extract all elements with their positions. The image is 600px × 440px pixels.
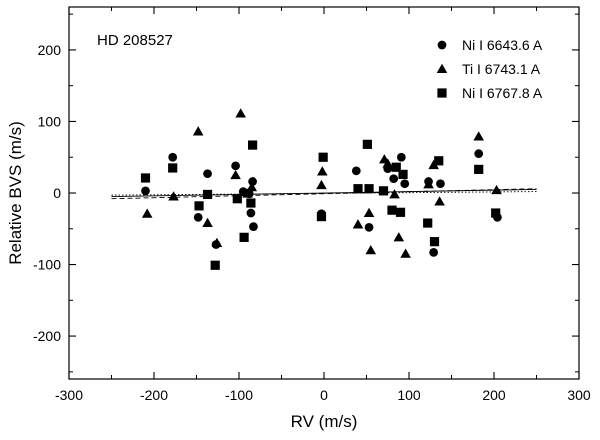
fit-line-dotted (111, 191, 537, 196)
square-point (429, 237, 440, 247)
circle-point (231, 161, 240, 171)
x-tick-label: 0 (320, 387, 328, 403)
x-tick-label: -100 (225, 387, 253, 403)
x-axis-title: RV (m/s) (291, 412, 358, 431)
square-point (140, 173, 151, 183)
legend-triangle-marker (436, 63, 448, 73)
x-tick-label: 300 (567, 387, 591, 403)
circle-point (168, 152, 178, 162)
square-point (491, 208, 501, 218)
triangle-point (389, 189, 400, 199)
square-point (391, 162, 401, 172)
triangle-point (434, 196, 445, 206)
triangle-point (363, 207, 375, 217)
circle-point (351, 166, 361, 176)
fit-lines (111, 188, 537, 200)
square-point (353, 184, 363, 194)
legend: Ni I 6643.6 A Ti I 6743.1 A Ni I 6767.8 A (436, 37, 543, 101)
square-point (232, 194, 242, 204)
square-point (423, 218, 433, 228)
legend-label: Ni I 6643.6 A (462, 37, 543, 53)
triangle-point (491, 184, 502, 195)
circle-point (364, 222, 374, 232)
circle-point (396, 152, 406, 162)
square-point (387, 205, 397, 215)
triangle-point (317, 166, 328, 176)
circle-point (141, 186, 150, 196)
y-axis-title: Relative BVS (m/s) (6, 121, 25, 265)
triangle-point (400, 248, 411, 258)
circle-point (474, 149, 484, 159)
triangle-point (192, 126, 204, 136)
circle-point (193, 212, 203, 222)
y-tick-label: -200 (33, 328, 61, 344)
square-point (316, 212, 327, 222)
circle-point (203, 169, 212, 179)
y-tick-label: 100 (38, 113, 62, 129)
square-point (378, 186, 389, 196)
triangle-point (428, 159, 439, 170)
square-point (362, 139, 372, 149)
square-point (168, 163, 178, 173)
triangle-point (141, 208, 153, 218)
triangle-point (246, 181, 258, 192)
legend-circle-marker (437, 40, 447, 50)
triangle-point (423, 179, 434, 189)
triangle-point (316, 179, 327, 190)
square-point (202, 189, 213, 200)
square-point (474, 164, 484, 174)
y-tick-label: 0 (53, 185, 61, 201)
fit-line-dashed (111, 188, 537, 200)
x-tick-label: 200 (482, 387, 506, 403)
triangle-point (235, 108, 246, 118)
x-tick-label: -200 (140, 387, 168, 403)
square-point (398, 169, 408, 179)
square-point (364, 184, 374, 194)
triangle-point (382, 158, 394, 168)
data-points (140, 108, 502, 270)
square-point (248, 140, 258, 150)
y-tick-label: -100 (33, 257, 61, 273)
circle-point (246, 208, 256, 218)
square-point (194, 201, 204, 211)
circle-point (429, 248, 439, 257)
circle-point (436, 179, 445, 189)
legend-square-marker (437, 88, 447, 98)
x-tick-label: -300 (55, 387, 83, 403)
triangle-point (168, 191, 179, 201)
triangle-point (393, 232, 405, 242)
triangle-point (352, 219, 364, 229)
square-point (434, 156, 444, 166)
square-point (239, 232, 249, 242)
x-tick-label: 100 (397, 387, 421, 403)
triangle-point (365, 244, 377, 255)
plot-title: HD 208527 (97, 32, 173, 49)
square-point (210, 260, 220, 270)
circle-point (400, 179, 410, 189)
circle-point (389, 174, 399, 184)
axis-ticks: -300 -200 -100 0 100 200 300 -200 -100 0 100 200 (33, 7, 591, 403)
triangle-point (242, 188, 253, 198)
circle-point (248, 177, 257, 186)
triangle-point (211, 237, 223, 248)
legend-label: Ti I 6743.1 A (462, 61, 541, 77)
circle-point (249, 222, 258, 231)
y-tick-label: 200 (38, 42, 62, 58)
legend-label: Ni I 6767.8 A (462, 85, 543, 101)
square-point (395, 207, 406, 217)
triangle-point (230, 169, 241, 180)
square-point (318, 152, 328, 162)
square-point (246, 198, 256, 208)
triangle-point (202, 217, 213, 228)
triangle-point (473, 131, 484, 141)
